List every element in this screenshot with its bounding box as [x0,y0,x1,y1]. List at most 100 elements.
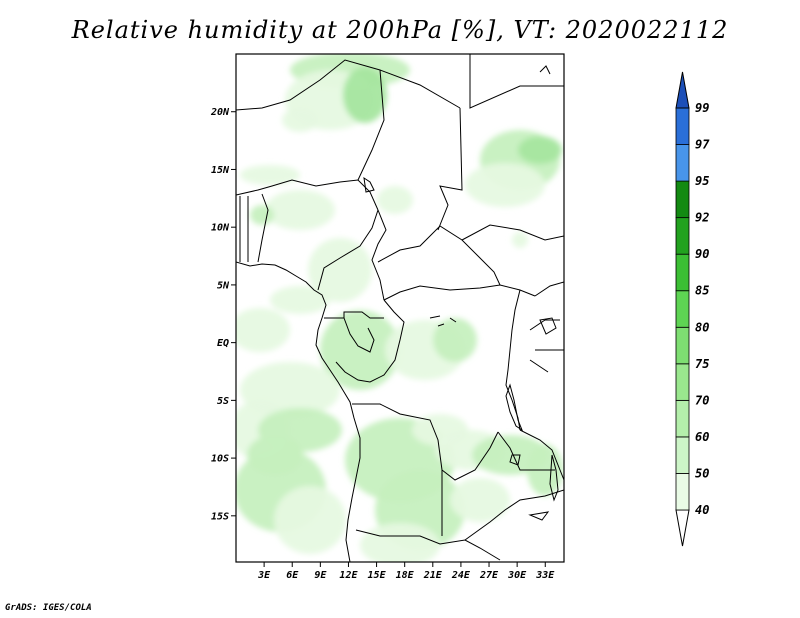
lat-tick-label: 20N [210,107,230,118]
colorbar-upper-cap [675,71,690,109]
lake-small-2 [528,511,550,521]
coastline-west-africa [236,261,361,562]
lon-tick-label: 24E [451,570,471,581]
border-chad-car [377,225,501,286]
border-tanzania [519,429,564,481]
humidity-patch [274,486,346,554]
border-cameroon-gabon [324,311,384,319]
humidity-patch [360,523,440,562]
colorbar-label: 95 [695,174,709,188]
border-egypt-sudan [469,54,564,109]
humidity-patch [247,435,303,475]
border-niger-nigeria [236,179,379,211]
colorbar-label: 90 [695,247,709,261]
colorbar-segment [675,363,690,401]
border-gabon [343,317,375,353]
colorbar-label: 97 [695,138,710,152]
colorbar-segment [675,436,690,474]
lon-tick-label: 12E [339,570,358,581]
humidity-patch [236,308,290,352]
colorbar-label: 70 [695,393,709,407]
lon-tick-label: 9E [314,570,327,581]
lon-tick-label: 15E [368,570,387,581]
border-nigeria-cameroon [317,209,379,291]
map-frame [235,53,565,563]
lon-tick-label: 3E [257,570,271,581]
lake-chad [363,176,375,193]
humidity-patch [343,67,387,123]
grads-credit: GrADS: IGES/COLA [5,603,92,613]
longitude-axis: 3E 6E 9E 12E 15E 18E 21E 24E 27E 30E 33E [257,562,555,581]
colorbar-segment [675,253,690,292]
colorbar-segment [675,180,690,219]
colorbar-label: 60 [695,430,709,444]
lon-tick-label: 30E [507,570,527,581]
humidity-patch [433,318,477,362]
colorbar-segment [675,290,690,328]
colorbar-segment [675,326,690,365]
humidity-patch [518,136,562,164]
lat-tick-label: 15N [211,165,230,176]
humidity-patch [377,186,413,214]
lon-tick-label: 6E [286,570,299,581]
humidity-patch [412,414,468,446]
colorbar-label: 80 [695,320,709,334]
border-niger-chad [357,69,385,181]
country-borders [236,54,564,562]
border-zambia-east [497,431,555,471]
colorbar-label: 99 [695,101,709,115]
humidity-patch [320,310,400,390]
border-west-small [239,193,269,263]
border-angola-south [355,529,501,561]
colorbar-segment [675,217,690,255]
border-car-drc [383,284,536,301]
chart-title: Relative humidity at 200hPa [%], VT: 202… [71,16,729,44]
border-lake-region [529,319,564,373]
border-southern [464,489,564,541]
humidity-patch [450,478,510,522]
border-ssudan-east [534,281,564,297]
colorbar-label: 85 [695,284,709,298]
lat-tick-label: EQ [217,338,229,349]
colorbar-segment [675,144,690,182]
lake-malawi [549,454,559,502]
lat-tick-label: 5S [217,396,229,407]
latitude-axis: 20N 15N 10N 5N EQ 5S 10S 15S [210,107,236,522]
lake-victoria [539,317,557,335]
colorbar-segment [675,107,690,145]
lake-small-1 [509,454,521,466]
humidity-patch [270,286,330,314]
colorbar-segment [675,473,690,511]
lon-tick-label: 33E [535,570,555,581]
border-congo [335,299,405,383]
humidity-patch [308,238,372,302]
colorbar-segment [675,399,690,438]
lat-tick-label: 5N [217,280,230,291]
colorbar: 40 50 60 70 75 80 85 90 92 95 97 99 [675,71,710,547]
humidity-patch [240,165,300,185]
humidity-patch [282,108,318,132]
humidity-patch [465,163,545,207]
border-niger-libya [236,59,461,111]
humidity-patch [250,205,274,225]
border-red-sea [539,65,551,75]
lake-small-3 [429,315,457,327]
humidity-patch [265,190,335,230]
colorbar-label: 75 [695,357,709,371]
lon-tick-label: 18E [396,570,415,581]
humidity-shading [236,54,563,562]
lat-tick-label: 10S [211,454,229,465]
colorbar-lower-cap [675,509,690,547]
humidity-patch [512,232,528,248]
border-sudan-ssudan [461,224,564,241]
border-chad-libya [437,107,463,231]
lat-tick-label: 15S [211,511,229,522]
colorbar-label: 40 [695,503,709,517]
colorbar-label: 50 [695,466,709,480]
border-cameroon-chad [371,209,387,301]
lon-tick-label: 27E [479,570,499,581]
lat-tick-label: 10N [211,223,230,234]
border-drc-angola [352,403,499,481]
colorbar-label: 92 [695,211,709,225]
